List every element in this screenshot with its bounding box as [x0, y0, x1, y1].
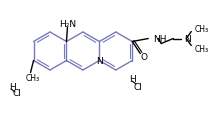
Text: Cl: Cl [13, 89, 21, 98]
Text: CH₃: CH₃ [194, 45, 208, 54]
Text: O: O [141, 53, 148, 61]
Text: H: H [130, 75, 136, 84]
Text: N: N [184, 35, 191, 44]
Text: H: H [9, 83, 15, 92]
Text: NH: NH [153, 35, 167, 44]
Text: Cl: Cl [134, 82, 142, 91]
Text: CH₃: CH₃ [26, 73, 40, 82]
Text: CH₃: CH₃ [194, 25, 208, 34]
Text: N: N [96, 57, 103, 65]
Text: H₂N: H₂N [59, 20, 76, 29]
